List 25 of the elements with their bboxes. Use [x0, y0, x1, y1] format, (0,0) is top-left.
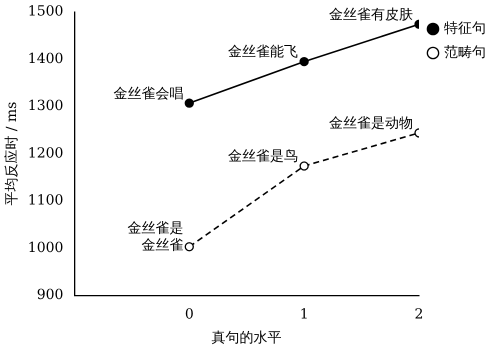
x-axis-title: 真句的水平	[212, 330, 282, 346]
annotation: 金丝雀有皮肤	[329, 6, 413, 23]
y-tick-label: 1200	[28, 145, 64, 162]
point	[184, 98, 194, 108]
point	[184, 242, 194, 252]
y-tick-label: 900	[36, 287, 64, 304]
point	[299, 56, 309, 66]
annotation: 金丝雀是动物	[329, 116, 413, 132]
y-tick-label: 1100	[28, 192, 64, 209]
annotation: 金丝雀能飞	[228, 44, 298, 60]
y-axis-title: 平均反应时 / ms	[4, 102, 20, 206]
point	[299, 161, 309, 171]
annotation: 金丝雀是	[127, 220, 184, 236]
y-tick-label: 1400	[28, 50, 64, 67]
legend-label: 特征句	[444, 20, 486, 37]
x-tick-label: 2	[414, 306, 424, 322]
annotation: 金丝雀	[141, 237, 184, 254]
annotation: 金丝雀是鸟	[228, 148, 298, 165]
x-tick-label: 0	[184, 306, 194, 322]
y-tick-label: 1500	[28, 4, 64, 20]
annotation: 金丝雀会唱	[113, 86, 184, 102]
y-tick-label: 1300	[28, 98, 64, 114]
x-tick-label: 1	[300, 306, 309, 322]
y-tick-label: 1000	[28, 240, 64, 256]
legend-label: 范畴句	[444, 44, 486, 61]
